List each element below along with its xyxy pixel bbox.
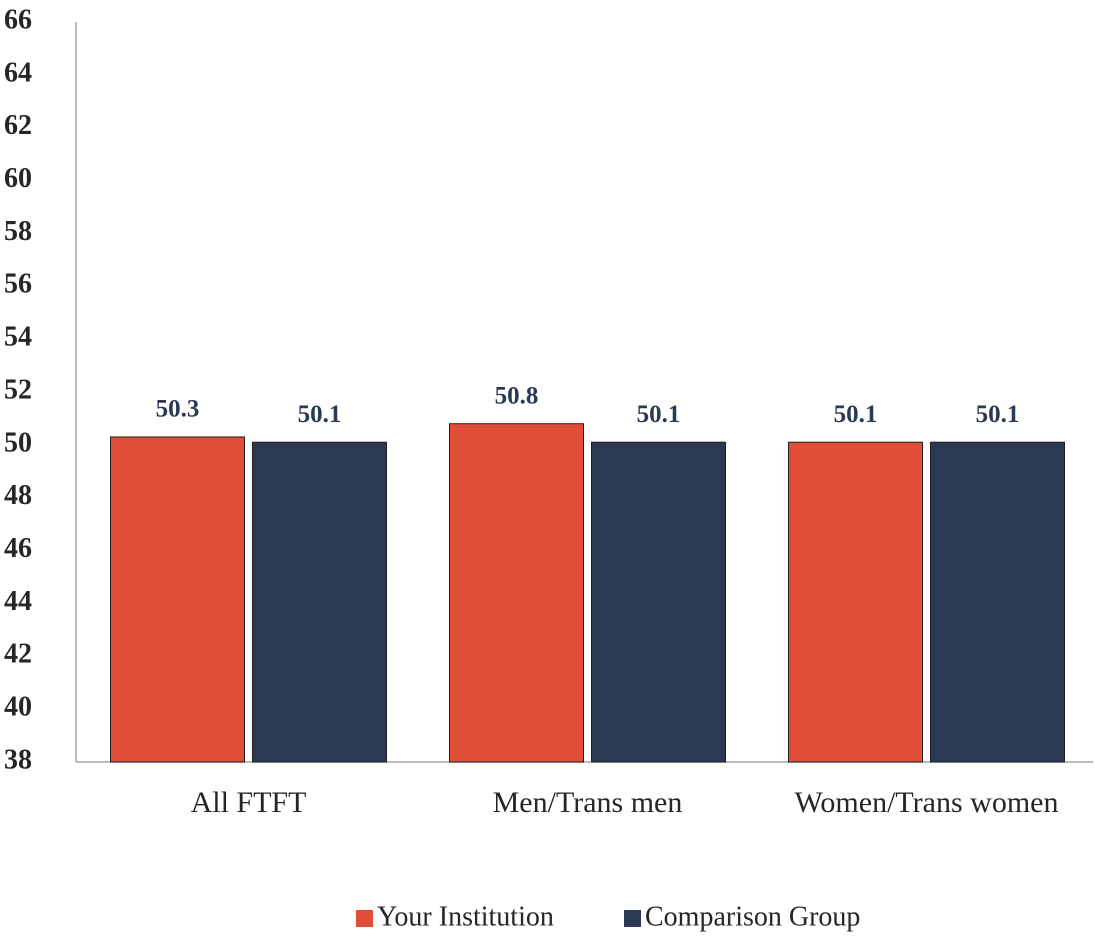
data-label: 50.1 bbox=[834, 401, 878, 428]
bar bbox=[449, 423, 584, 763]
bar bbox=[930, 441, 1065, 763]
y-tick-label: 48 bbox=[4, 480, 32, 511]
y-tick-label: 64 bbox=[4, 57, 32, 88]
y-tick-label: 60 bbox=[4, 163, 32, 194]
y-tick-label: 44 bbox=[4, 586, 32, 617]
y-tick-label: 58 bbox=[4, 216, 32, 247]
data-label: 50.1 bbox=[976, 401, 1020, 428]
legend-label: Your Institution bbox=[377, 901, 554, 932]
x-tick-label: All FTFT bbox=[191, 786, 307, 819]
data-label: 50.8 bbox=[495, 382, 539, 409]
bar bbox=[788, 441, 923, 763]
y-tick-label: 54 bbox=[4, 322, 32, 353]
y-tick-label: 40 bbox=[4, 692, 32, 723]
y-tick-label: 42 bbox=[4, 639, 32, 670]
y-tick-label: 62 bbox=[4, 110, 32, 141]
y-tick-label: 56 bbox=[4, 269, 32, 300]
legend-swatch bbox=[356, 910, 373, 927]
data-label: 50.1 bbox=[298, 401, 342, 428]
bar bbox=[591, 441, 726, 763]
y-tick-label: 52 bbox=[4, 374, 32, 405]
bar bbox=[110, 436, 245, 763]
y-tick-label: 38 bbox=[4, 744, 32, 775]
data-label: 50.1 bbox=[637, 401, 681, 428]
data-label: 50.3 bbox=[156, 396, 200, 423]
x-tick-label: Men/Trans men bbox=[493, 786, 683, 819]
y-tick-label: 66 bbox=[4, 4, 32, 35]
legend-label: Comparison Group bbox=[645, 901, 860, 932]
x-tick-label: Women/Trans women bbox=[795, 786, 1059, 819]
bar bbox=[252, 441, 387, 763]
y-tick-label: 46 bbox=[4, 533, 32, 564]
y-tick-label: 50 bbox=[4, 427, 32, 458]
legend-swatch bbox=[624, 910, 641, 927]
